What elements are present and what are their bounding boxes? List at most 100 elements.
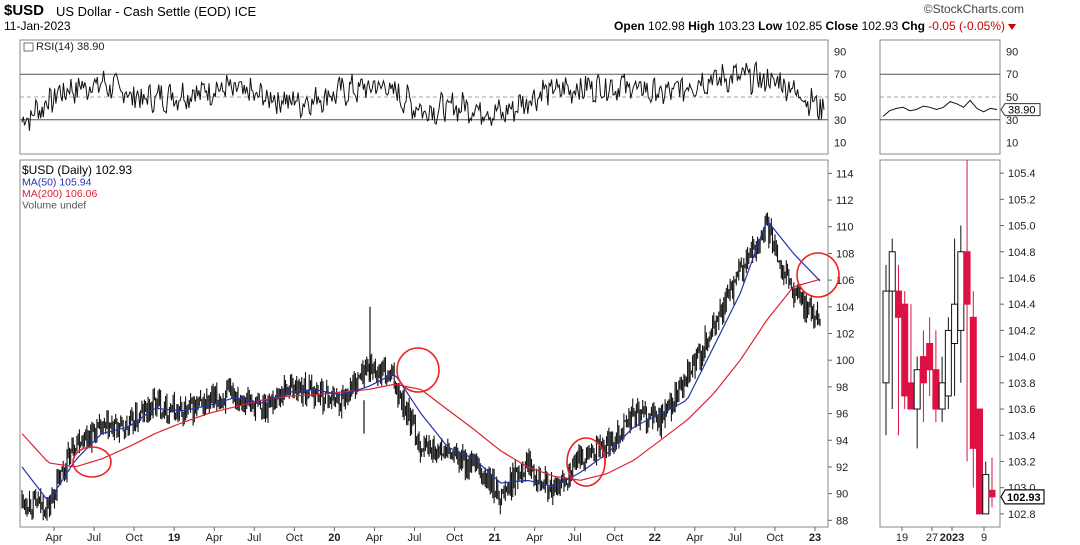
price-tick-label: 94: [836, 435, 848, 447]
candle-body: [976, 408, 984, 515]
x-tick-label: Jul: [728, 532, 742, 544]
zoom-tick-label: 104.0: [1008, 352, 1036, 364]
price-panel-frame: [19, 159, 829, 528]
zoom-tick-label: 105.0: [1008, 221, 1036, 233]
x-tick-label: Jul: [407, 532, 421, 544]
rsi-label: RSI(14) 38.90: [36, 41, 104, 53]
candle-body: [913, 369, 921, 410]
candle-body: [932, 369, 940, 410]
candle-body: [888, 251, 896, 292]
price-tick-label: 88: [836, 515, 848, 527]
symbol-title: $USD: [4, 2, 45, 19]
candle-body: [982, 474, 990, 515]
x-tick-label: Apr: [526, 532, 543, 544]
zoom-x-tick-label: 9: [981, 532, 987, 544]
candle-body: [907, 382, 915, 410]
price-tick-label: 102: [836, 328, 854, 340]
price-tick-label: 108: [836, 248, 854, 260]
x-tick-label: Jul: [247, 532, 261, 544]
x-tick-label: Oct: [446, 532, 463, 544]
x-tick-label: Oct: [126, 532, 143, 544]
symbol-description: US Dollar - Cash Settle (EOD) ICE: [56, 4, 257, 19]
x-tick-label: Apr: [45, 532, 62, 544]
x-tick-label: Oct: [766, 532, 783, 544]
price-tick-label: 104: [836, 302, 854, 314]
price-tick-label: 90: [836, 489, 848, 501]
down-arrow-icon: [1008, 23, 1016, 30]
candle-body: [951, 303, 959, 344]
x-tick-label: 21: [488, 532, 500, 544]
brand-watermark: ©StockCharts.com: [923, 2, 1024, 16]
x-tick-label: 23: [809, 532, 821, 544]
candle-body: [882, 290, 890, 384]
zoom-tick-label: 103.8: [1008, 378, 1036, 390]
price-legend-item: MA(50) 105.94: [22, 177, 92, 189]
price-tick-label: 110: [836, 222, 854, 234]
candle-body: [963, 251, 971, 305]
zoom-rsi-line: [882, 99, 998, 117]
zoom-tick-label: 105.2: [1008, 194, 1036, 206]
zoom-tick-label: 104.6: [1008, 273, 1036, 285]
rsi-tick-label: 30: [834, 115, 846, 127]
rsi-tick-label: 90: [834, 46, 846, 58]
rsi-tick-label: 70: [834, 69, 846, 81]
chart-date: 11-Jan-2023: [4, 19, 71, 33]
zoom-tick-label: 104.2: [1008, 325, 1036, 337]
x-tick-label: 22: [649, 532, 661, 544]
last-price-badge: [1000, 489, 1045, 505]
price-series-group: [21, 212, 821, 521]
x-tick-label: Oct: [286, 532, 303, 544]
candle-body: [926, 343, 934, 371]
candle-body: [919, 356, 927, 384]
rsi-tick-label: 50: [834, 92, 846, 104]
rsi-value-badge: [1000, 103, 1041, 117]
zoom-tick-label: 103.4: [1008, 430, 1036, 442]
highlight-circle: [566, 437, 606, 487]
x-tick-label: 20: [328, 532, 340, 544]
zoom-tick-label: 105.4: [1008, 168, 1036, 180]
candle-body: [957, 251, 965, 331]
price-tick-label: 92: [836, 462, 848, 474]
x-tick-label: 19: [168, 532, 180, 544]
zoom-tick-label: 102.8: [1008, 509, 1036, 521]
x-tick-label: Apr: [206, 532, 223, 544]
zoom-rsi-tick-label: 90: [1006, 46, 1018, 58]
last-price-badge-text: 102.93: [1007, 492, 1041, 504]
zoom-tick-label: 104.4: [1008, 299, 1036, 311]
price-legend-item: $USD (Daily) 102.93: [22, 163, 132, 177]
x-tick-label: Apr: [686, 532, 703, 544]
highlight-circle: [796, 252, 840, 298]
zoom-tick-label: 103.2: [1008, 456, 1036, 468]
zoom-tick-label: 103.6: [1008, 404, 1036, 416]
price-tick-label: 106: [836, 275, 854, 287]
zoom-x-tick-label: 19: [896, 532, 908, 544]
zoom-rsi-tick-label: 30: [1006, 115, 1018, 127]
rsi-legend-icon: [23, 42, 34, 52]
price-legend-item: Volume undef: [22, 200, 86, 212]
zoom-tick-label: 104.8: [1008, 247, 1036, 259]
zoom-rsi-tick-label: 70: [1006, 69, 1018, 81]
rsi-tick-label: 10: [834, 138, 846, 150]
x-tick-label: Jul: [568, 532, 582, 544]
price-tick-label: 114: [836, 168, 854, 180]
zoom-x-tick-label: 2023: [940, 532, 964, 544]
price-tick-label: 100: [836, 355, 854, 367]
exchange-label: ICE: [234, 4, 257, 19]
candle-body: [988, 489, 996, 498]
highlight-circle: [72, 446, 112, 478]
rsi-value-badge-text: 38.90: [1008, 105, 1036, 117]
x-tick-label: Apr: [366, 532, 383, 544]
rsi-line: [21, 60, 825, 131]
ma200-line: [21, 278, 821, 481]
candle-body: [969, 316, 977, 449]
candle-body: [944, 329, 952, 397]
zoom-rsi-tick-label: 10: [1006, 138, 1018, 150]
candle-body: [894, 290, 902, 318]
price-tick-label: 96: [836, 409, 848, 421]
candle-body: [901, 303, 909, 397]
x-tick-label: Jul: [87, 532, 101, 544]
price-legend-item: MA(200) 106.06: [22, 188, 97, 200]
ma50-line: [21, 220, 821, 501]
chart-header: $USD US Dollar - Cash Settle (EOD) ICE 1…: [4, 0, 1076, 34]
